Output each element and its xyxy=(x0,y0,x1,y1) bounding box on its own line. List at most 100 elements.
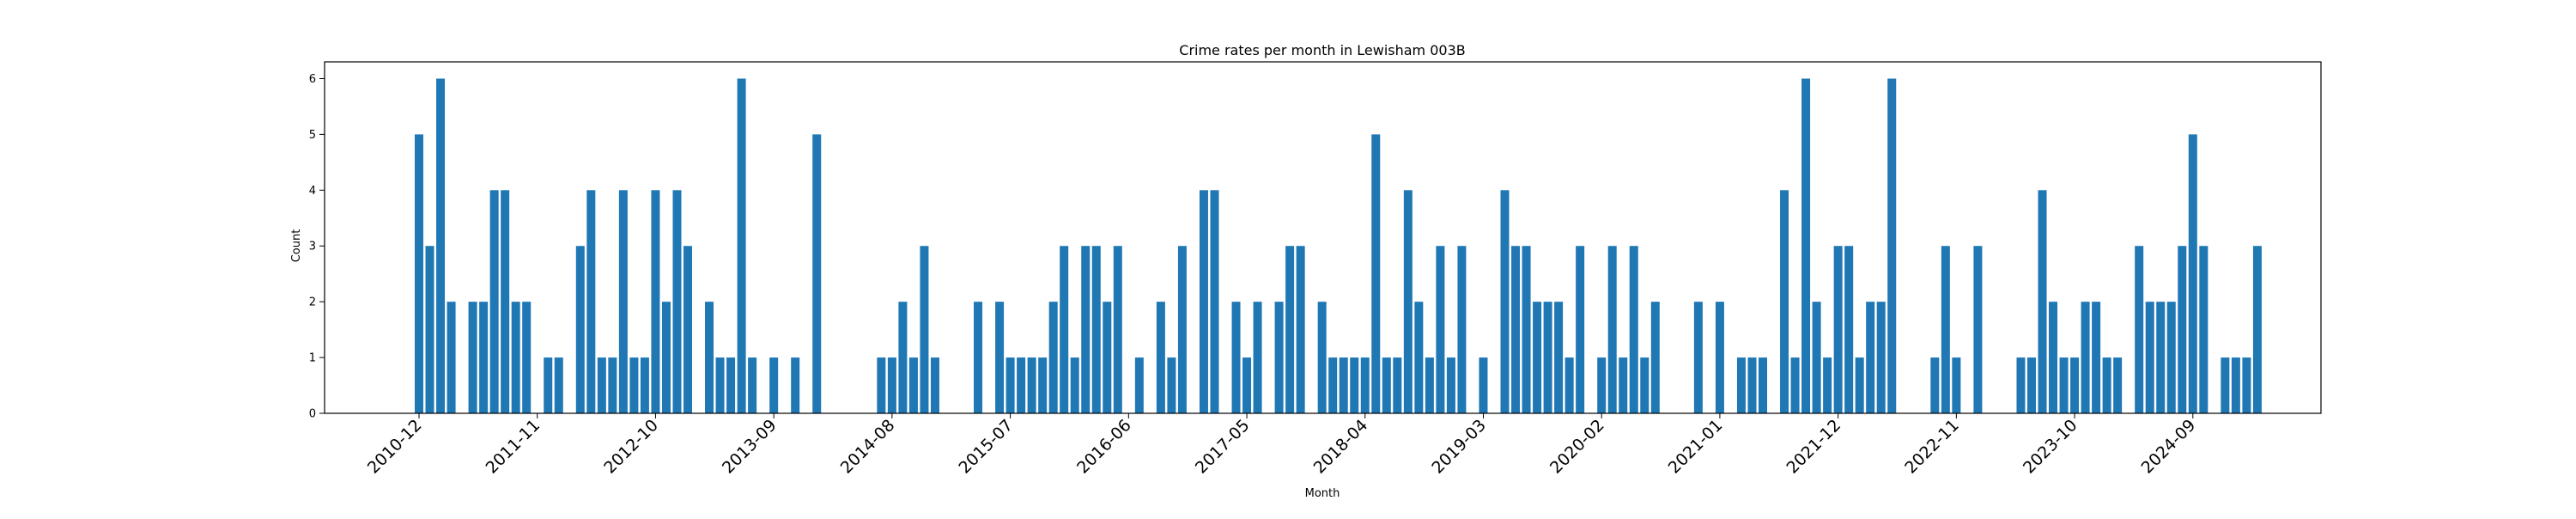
bar xyxy=(2027,357,2036,413)
bar xyxy=(1543,302,1552,413)
bar xyxy=(1564,357,1574,413)
bar xyxy=(1446,357,1455,413)
bar xyxy=(908,357,918,413)
bar xyxy=(661,302,671,413)
bar xyxy=(640,357,649,413)
bar xyxy=(1457,246,1467,413)
chart-title: Crime rates per month in Lewisham 003B xyxy=(1179,42,1465,58)
bar xyxy=(1081,246,1091,413)
y-tick-label: 1 xyxy=(309,352,316,365)
bar xyxy=(1522,246,1531,413)
bar xyxy=(1823,357,1832,413)
bar xyxy=(672,190,682,413)
bar xyxy=(1693,302,1703,413)
bar xyxy=(2178,246,2187,413)
bar xyxy=(1812,302,1821,413)
bar xyxy=(2231,357,2240,413)
bar xyxy=(920,246,929,413)
bar xyxy=(2070,357,2080,413)
bar xyxy=(1253,302,1262,413)
x-tick-label: 2020-02 xyxy=(1546,416,1608,478)
bar xyxy=(2252,246,2262,413)
y-tick-label: 3 xyxy=(309,241,316,253)
y-axis: 0 1 2 3 4 5 6 xyxy=(309,73,325,421)
x-tick-label: 2011-11 xyxy=(483,416,544,478)
plot-frame xyxy=(324,61,2322,414)
bar xyxy=(1930,357,1940,413)
bar xyxy=(468,302,477,413)
bar xyxy=(1759,357,1767,413)
bar xyxy=(1973,246,1983,413)
bar xyxy=(1210,190,1219,413)
bar xyxy=(2038,190,2047,413)
bar xyxy=(1533,302,1542,413)
bar xyxy=(1091,246,1101,413)
bar xyxy=(586,190,596,413)
bar xyxy=(1017,357,1026,413)
bar xyxy=(1629,246,1638,413)
bar xyxy=(1382,357,1391,413)
bar xyxy=(1866,302,1875,413)
bar xyxy=(812,134,822,413)
bar xyxy=(715,357,725,413)
bar xyxy=(511,302,520,413)
bar xyxy=(618,190,628,413)
bar xyxy=(1113,246,1122,413)
bar xyxy=(705,302,714,413)
bar xyxy=(1403,190,1413,413)
bar xyxy=(1371,134,1381,413)
bar xyxy=(1103,302,1112,413)
y-tick-label: 4 xyxy=(309,185,316,198)
bar xyxy=(1177,246,1187,413)
bar xyxy=(1317,302,1327,413)
bar xyxy=(1048,302,1058,413)
bar xyxy=(1715,302,1724,413)
bar xyxy=(2081,302,2090,413)
bar xyxy=(1790,357,1800,413)
bar xyxy=(1607,246,1617,413)
y-tick-label: 5 xyxy=(309,129,316,142)
bar xyxy=(447,302,456,413)
bars-group xyxy=(415,78,2262,413)
x-tick-label: 2021-12 xyxy=(1783,416,1844,478)
x-tick-label: 2014-08 xyxy=(837,416,899,478)
bar xyxy=(2188,134,2197,413)
bar xyxy=(1747,357,1757,413)
bar xyxy=(544,357,553,413)
bar xyxy=(1619,357,1628,413)
bar xyxy=(554,357,563,413)
bar xyxy=(1339,357,1348,413)
bar xyxy=(1425,357,1434,413)
bar xyxy=(629,357,639,413)
bar xyxy=(1134,357,1144,413)
bar xyxy=(974,302,983,413)
bar xyxy=(608,357,617,413)
bar xyxy=(1360,357,1370,413)
y-axis-label: Count xyxy=(290,229,303,263)
bar xyxy=(1005,357,1015,413)
bar xyxy=(2113,357,2123,413)
bar xyxy=(651,190,660,413)
x-tick-label: 2015-07 xyxy=(955,416,1017,478)
bar xyxy=(1350,357,1359,413)
bar xyxy=(748,357,757,413)
bar xyxy=(995,302,1005,413)
bar xyxy=(1242,357,1252,413)
bar xyxy=(683,246,692,413)
bar xyxy=(887,357,896,413)
x-tick-label: 2021-01 xyxy=(1665,416,1727,478)
bar xyxy=(2049,302,2058,413)
x-tick-label: 2010-12 xyxy=(364,416,426,478)
bar xyxy=(1038,357,1048,413)
bar xyxy=(1274,302,1284,413)
bar xyxy=(1876,302,1886,413)
bar xyxy=(726,357,736,413)
bar xyxy=(1640,357,1649,413)
x-tick-label: 2024-09 xyxy=(2138,416,2200,478)
x-tick-label: 2017-05 xyxy=(1192,416,1254,478)
bar xyxy=(2221,357,2230,413)
x-tick-label: 2016-06 xyxy=(1073,416,1135,478)
x-tick-label: 2013-09 xyxy=(719,416,781,478)
bar xyxy=(2092,302,2101,413)
bar xyxy=(2016,357,2026,413)
